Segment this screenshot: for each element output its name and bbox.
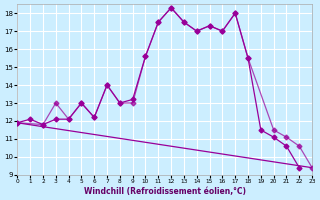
X-axis label: Windchill (Refroidissement éolien,°C): Windchill (Refroidissement éolien,°C) [84,187,246,196]
